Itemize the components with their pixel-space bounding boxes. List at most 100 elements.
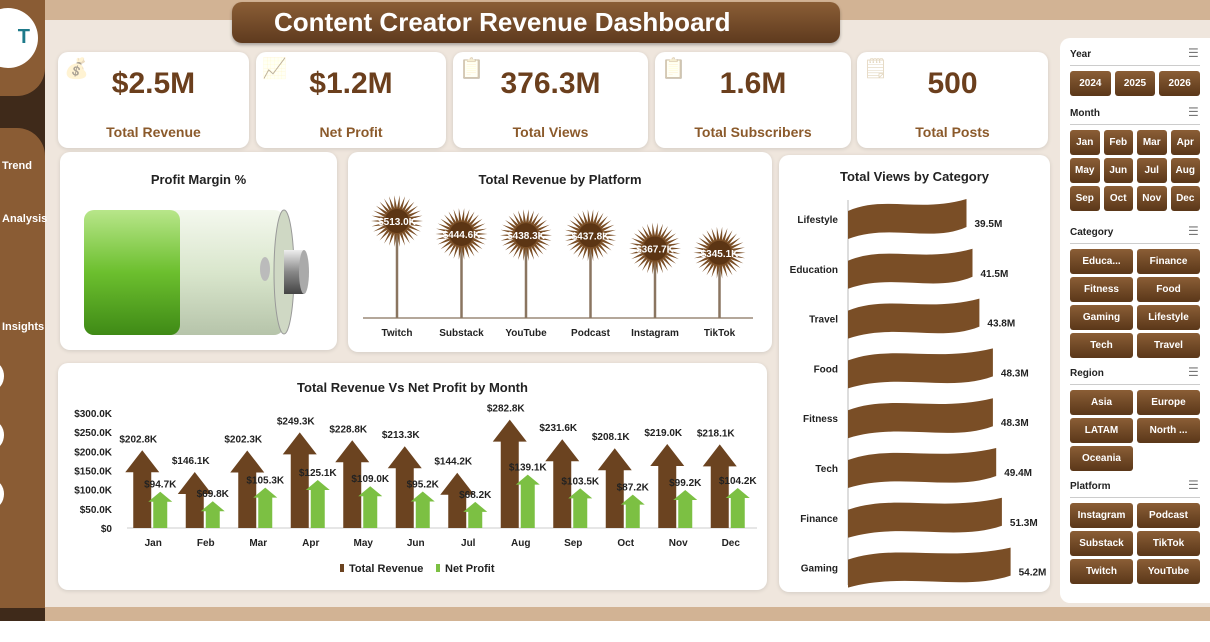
platform-option[interactable]: TikTok xyxy=(1137,531,1200,556)
divider xyxy=(1070,243,1200,244)
kpi-label: Total Subscribers xyxy=(694,124,812,140)
revenue-by-platform-card: Total Revenue by Platform $513.0K Twitch $… xyxy=(348,152,772,352)
month-option[interactable]: Jan xyxy=(1070,130,1100,155)
legend-swatch xyxy=(436,564,440,572)
x-tick-label: Nov xyxy=(669,538,688,549)
sidebar-item-analysis[interactable]: Analysis xyxy=(2,213,48,225)
total-revenue-bar-jan xyxy=(125,450,160,528)
data-label: $208.1K xyxy=(592,432,631,443)
y-tick-label: $200.0K xyxy=(74,447,113,458)
data-label: $95.2K xyxy=(407,480,440,491)
data-label: 48.3M xyxy=(1001,368,1029,379)
total-revenue-bar-nov xyxy=(650,444,685,528)
region-multiselect-icon[interactable]: ☰ xyxy=(1188,365,1199,379)
data-label: $444.6K xyxy=(443,230,482,241)
net-profit-bar-apr xyxy=(305,480,330,528)
region-option[interactable]: LATAM xyxy=(1070,418,1133,443)
platform-option[interactable]: Podcast xyxy=(1137,503,1200,528)
month-multiselect-icon[interactable]: ☰ xyxy=(1188,105,1199,119)
bar-finance xyxy=(848,497,1002,538)
month-option[interactable]: Jul xyxy=(1137,158,1167,183)
platform-option[interactable]: Instagram xyxy=(1070,503,1133,528)
month-option[interactable]: Feb xyxy=(1103,130,1133,155)
legend-label: Net Profit xyxy=(445,563,495,575)
x-tick-label: YouTube xyxy=(505,328,547,339)
x-tick-label: Substack xyxy=(439,328,484,339)
x-tick-label: Apr xyxy=(302,538,319,549)
data-label: $202.3K xyxy=(224,434,263,445)
logo-area: T xyxy=(0,0,45,96)
platform-multiselect-icon[interactable]: ☰ xyxy=(1188,478,1199,492)
profit-margin-title: Profit Margin % xyxy=(150,172,247,187)
sidebar-item-trend[interactable]: Trend xyxy=(2,160,32,172)
x-tick-label: Sep xyxy=(564,538,582,549)
year-multiselect-icon[interactable]: ☰ xyxy=(1188,46,1199,60)
nav-button-2[interactable] xyxy=(0,421,4,449)
checklist-icon: 🗒 xyxy=(863,58,889,80)
total-revenue-bar-jul xyxy=(440,472,475,528)
net-profit-bar-may xyxy=(358,486,383,528)
category-option[interactable]: Tech xyxy=(1070,333,1133,358)
month-option[interactable]: Sep xyxy=(1070,186,1100,211)
month-option[interactable]: Dec xyxy=(1170,186,1200,211)
divider xyxy=(1070,497,1200,498)
logo: T xyxy=(0,8,38,68)
money-icon: 💰 xyxy=(64,58,89,80)
month-option[interactable]: Jun xyxy=(1103,158,1133,183)
sidebar-item-insights[interactable]: Insights xyxy=(2,321,45,333)
chart-title: Total Revenue Vs Net Profit by Month xyxy=(297,380,528,395)
category-option[interactable]: Educa... xyxy=(1070,249,1133,274)
data-label: $87.2K xyxy=(617,483,650,494)
page-title: Content Creator Revenue Dashboard xyxy=(232,2,840,43)
x-tick-label: Jan xyxy=(145,538,162,549)
category-option[interactable]: Travel xyxy=(1137,333,1200,358)
year-option[interactable]: 2026 xyxy=(1159,71,1200,96)
data-label: $438.3K xyxy=(507,231,546,242)
slicer-panel: Year ☰ 2024 2025 2026 Month ☰ Jan Feb Mar Apr May Ju… xyxy=(1060,38,1210,603)
month-option[interactable]: Aug xyxy=(1170,158,1200,183)
platform-option[interactable]: Twitch xyxy=(1070,559,1133,584)
category-option[interactable]: Finance xyxy=(1137,249,1200,274)
bar-food xyxy=(848,348,993,389)
net-profit-bar-nov xyxy=(673,489,698,528)
month-option[interactable]: Nov xyxy=(1137,186,1167,211)
region-option[interactable]: Europe xyxy=(1137,390,1200,415)
net-profit-bar-mar xyxy=(253,487,278,528)
chart-title: Total Revenue by Platform xyxy=(478,172,642,187)
region-option[interactable]: North ... xyxy=(1137,418,1200,443)
profit-margin-card: Profit Margin % xyxy=(60,152,337,350)
month-option[interactable]: Apr xyxy=(1170,130,1200,155)
category-option[interactable]: Gaming xyxy=(1070,305,1133,330)
data-label: $219.0K xyxy=(644,428,683,439)
platform-option[interactable]: Substack xyxy=(1070,531,1133,556)
category-option[interactable]: Food xyxy=(1137,277,1200,302)
kpi-value: 376.3M xyxy=(500,67,601,100)
category-option[interactable]: Fitness xyxy=(1070,277,1133,302)
month-option[interactable]: Mar xyxy=(1137,130,1167,155)
year-option[interactable]: 2024 xyxy=(1070,71,1111,96)
x-tick-label: Jul xyxy=(461,538,476,549)
data-label: $69.8K xyxy=(197,489,230,500)
region-option[interactable]: Asia xyxy=(1070,390,1133,415)
net-profit-bar-jul xyxy=(463,501,488,528)
nav-button-1[interactable] xyxy=(0,362,4,390)
x-tick-label: Mar xyxy=(249,538,267,549)
platform-option[interactable]: YouTube xyxy=(1137,559,1200,584)
month-option[interactable]: Oct xyxy=(1103,186,1133,211)
battery-gauge xyxy=(84,209,309,335)
year-option[interactable]: 2025 xyxy=(1114,71,1156,96)
battery-cap xyxy=(284,250,304,294)
y-tick-label: $150.0K xyxy=(74,467,113,478)
category-option[interactable]: Lifestyle xyxy=(1137,305,1200,330)
nav-button-3[interactable] xyxy=(0,480,4,508)
kpi-card-total-posts: 🗒 500 Total Posts xyxy=(857,52,1048,148)
kpi-card-total-subscribers: 📋 1.6M Total Subscribers xyxy=(655,52,851,148)
y-tick-label: $0 xyxy=(101,524,113,535)
region-option[interactable]: Oceania xyxy=(1070,446,1133,471)
month-option[interactable]: May xyxy=(1070,158,1100,183)
x-tick-label: Oct xyxy=(617,538,634,549)
x-tick-label: Aug xyxy=(511,538,530,549)
category-multiselect-icon[interactable]: ☰ xyxy=(1188,224,1199,238)
kpi-value: $1.2M xyxy=(309,67,393,100)
data-label: $139.1K xyxy=(509,463,548,474)
